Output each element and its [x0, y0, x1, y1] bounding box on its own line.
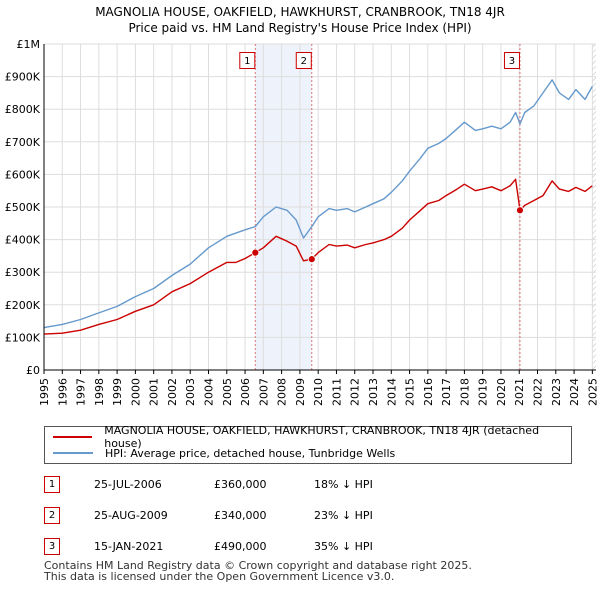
x-tick-label: 2024 — [568, 378, 581, 406]
transaction-hpi-diff: 18% ↓ HPI — [314, 478, 373, 491]
x-tick-label: 1995 — [38, 378, 51, 406]
transaction-price: £340,000 — [214, 509, 267, 522]
transaction-number: 1 — [44, 476, 60, 493]
chart-title: MAGNOLIA HOUSE, OAKFIELD, HAWKHURST, CRA… — [95, 5, 505, 19]
table-row: 1 25-JUL-2006 £360,000 18% ↓ HPI — [44, 474, 444, 494]
transaction-hpi-diff: 23% ↓ HPI — [314, 509, 373, 522]
x-tick-label: 2016 — [422, 378, 435, 406]
footer-copyright: Contains HM Land Registry data © Crown c… — [44, 559, 472, 572]
x-tick-label: 2000 — [129, 378, 142, 406]
x-tick-label: 2017 — [440, 378, 453, 406]
legend-swatch-price-paid — [53, 436, 93, 438]
x-tick-label: 2008 — [276, 378, 289, 406]
transaction-hpi-diff: 35% ↓ HPI — [314, 540, 373, 553]
x-tick-label: 2001 — [148, 378, 161, 406]
y-tick-label: £200K — [5, 299, 41, 312]
x-tick-label: 2003 — [184, 378, 197, 406]
y-tick-label: £900K — [5, 71, 41, 84]
x-tick-label: 2011 — [330, 378, 343, 406]
x-tick-label: 2025 — [586, 378, 599, 406]
y-tick-label: £600K — [5, 168, 41, 181]
y-tick-label: £500K — [5, 201, 41, 214]
x-tick-label: 2007 — [257, 378, 270, 406]
transaction-label-box — [239, 52, 256, 69]
y-tick-label: £100K — [5, 331, 41, 344]
x-tick-label: 2006 — [239, 378, 252, 406]
transaction-label: 3 — [509, 56, 515, 67]
transaction-date: 25-AUG-2009 — [94, 509, 168, 522]
footer: Contains HM Land Registry data © Crown c… — [44, 560, 472, 582]
legend-item-hpi: HPI: Average price, detached house, Tunb… — [53, 445, 395, 461]
price-chart: £0 £100K £200K £300K £400K £500K £600K £700K £80… — [5, 38, 600, 406]
x-tick-label: 1998 — [93, 378, 106, 406]
x-tick-label: 1996 — [56, 378, 69, 406]
x-tick-label: 2018 — [458, 378, 471, 406]
table-row: 3 15-JAN-2021 £490,000 35% ↓ HPI — [44, 536, 444, 556]
transaction-point — [307, 255, 316, 264]
x-tick-label: 2004 — [203, 378, 216, 406]
y-tick-label: £700K — [5, 136, 41, 149]
x-tick-label: 2012 — [349, 378, 362, 406]
transaction-label-box — [503, 52, 520, 69]
x-tick-label: 2009 — [294, 378, 307, 406]
x-tick-label: 2010 — [312, 378, 325, 406]
x-tick-label: 2005 — [221, 378, 234, 406]
y-tick-label: £400K — [5, 234, 41, 247]
transaction-label: 1 — [244, 56, 250, 67]
hpi-series-line — [43, 79, 593, 329]
legend-swatch-hpi — [53, 452, 93, 454]
transaction-price: £360,000 — [214, 478, 267, 491]
legend-label-hpi: HPI: Average price, detached house, Tunb… — [105, 446, 396, 460]
transaction-price: £490,000 — [214, 540, 267, 553]
x-tick-label: 2021 — [513, 378, 526, 406]
transaction-label-box — [295, 52, 312, 69]
transaction-date: 15-JAN-2021 — [94, 540, 164, 553]
transaction-number: 2 — [44, 507, 60, 524]
transaction-point — [251, 248, 260, 257]
table-row: 2 25-AUG-2009 £340,000 23% ↓ HPI — [44, 505, 444, 525]
transaction-label: 2 — [301, 56, 307, 67]
footer-license: This data is licensed under the Open Gov… — [44, 570, 395, 583]
x-tick-label: 2013 — [367, 378, 380, 406]
y-tick-label: £1M — [17, 38, 41, 51]
x-tick-label: 2015 — [404, 378, 417, 406]
x-tick-label: 1997 — [75, 378, 88, 406]
y-tick-label: £0 — [26, 364, 40, 377]
x-tick-label: 2002 — [166, 378, 179, 406]
x-tick-label: 2022 — [532, 378, 545, 406]
x-tick-label: 2023 — [550, 378, 563, 406]
transaction-point — [516, 206, 524, 215]
y-tick-label: £300K — [5, 266, 41, 279]
x-tick-label: 2020 — [495, 378, 508, 406]
legend-item-price-paid: MAGNOLIA HOUSE, OAKFIELD, HAWKHURST, CRA… — [53, 424, 571, 450]
x-tick-label: 2019 — [477, 378, 490, 406]
transaction-date: 25-JUL-2006 — [94, 478, 162, 491]
legend-label-price-paid: MAGNOLIA HOUSE, OAKFIELD, HAWKHURST, CRA… — [104, 424, 540, 450]
legend: MAGNOLIA HOUSE, OAKFIELD, HAWKHURST, CRA… — [44, 424, 572, 464]
transaction-number: 3 — [44, 538, 60, 555]
chart-subtitle: Price paid vs. HM Land Registry's House … — [128, 21, 472, 35]
x-tick-label: 2014 — [385, 378, 398, 406]
x-tick-label: 1999 — [111, 378, 124, 406]
y-tick-label: £800K — [5, 103, 41, 116]
